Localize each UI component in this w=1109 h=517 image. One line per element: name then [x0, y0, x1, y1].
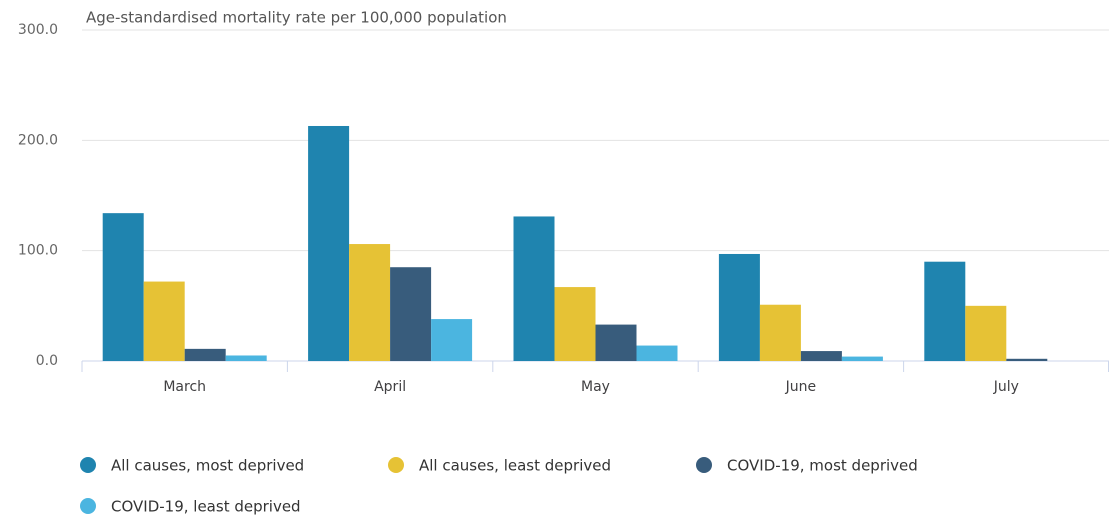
- bar: [143, 281, 185, 361]
- legend-marker[interactable]: [696, 457, 712, 473]
- x-tick-label: July: [993, 379, 1019, 395]
- bar: [184, 348, 226, 361]
- legend-marker[interactable]: [388, 457, 404, 473]
- bar: [513, 216, 555, 361]
- x-tick-label: May: [581, 379, 610, 395]
- legend-marker[interactable]: [80, 457, 96, 473]
- bar: [308, 125, 350, 362]
- x-tick-label: June: [785, 379, 817, 395]
- bar: [225, 355, 267, 361]
- y-tick-label: 200.0: [18, 132, 58, 148]
- bar: [924, 261, 966, 361]
- bar: [1006, 358, 1048, 361]
- bar: [965, 305, 1007, 361]
- bar: [718, 253, 760, 361]
- legend-label[interactable]: All causes, least deprived: [419, 457, 611, 475]
- y-tick-label: 100.0: [18, 243, 58, 259]
- x-tick-label: April: [374, 379, 406, 395]
- bar: [554, 287, 596, 361]
- bar: [636, 345, 678, 361]
- bar: [102, 213, 144, 361]
- bar: [800, 351, 842, 361]
- legend-label[interactable]: COVID-19, most deprived: [727, 457, 918, 475]
- bar: [390, 267, 432, 361]
- y-tick-label: 0.0: [36, 353, 58, 369]
- chart-title: Age-standardised mortality rate per 100,…: [86, 9, 507, 27]
- bar: [841, 356, 883, 361]
- bar: [349, 244, 391, 361]
- bar: [431, 319, 473, 361]
- legend-marker[interactable]: [80, 498, 96, 514]
- legend-label[interactable]: All causes, most deprived: [111, 457, 304, 475]
- bar: [595, 324, 637, 361]
- x-tick-label: March: [163, 379, 206, 395]
- y-tick-label: 300.0: [18, 22, 58, 38]
- bar: [759, 304, 801, 361]
- legend-label[interactable]: COVID-19, least deprived: [111, 498, 301, 516]
